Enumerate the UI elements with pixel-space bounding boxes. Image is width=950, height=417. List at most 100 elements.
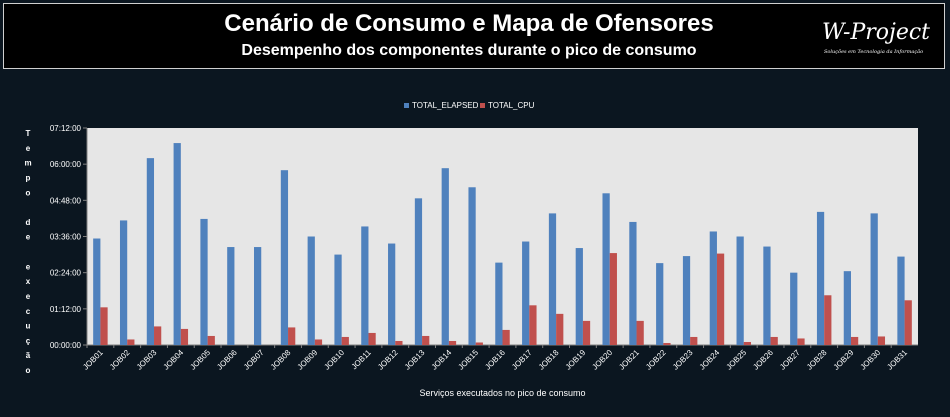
x-tick-label: JOB21 bbox=[617, 348, 641, 372]
bar-total-elapsed bbox=[897, 256, 905, 345]
bar-total-elapsed bbox=[146, 158, 155, 345]
y-axis-title-letter: ã bbox=[26, 351, 31, 360]
bar-total-elapsed bbox=[200, 218, 208, 345]
y-axis-title-letter: x bbox=[26, 277, 31, 286]
bar-total-elapsed bbox=[682, 256, 691, 345]
bar-total-elapsed bbox=[119, 220, 128, 345]
bar-total-cpu bbox=[368, 332, 376, 345]
bar-total-elapsed bbox=[736, 236, 744, 345]
bar-total-cpu bbox=[797, 338, 805, 345]
x-tick-label: JOB13 bbox=[403, 348, 427, 372]
x-tick-label: JOB31 bbox=[885, 348, 909, 372]
y-tick-label: 03:36:00 bbox=[50, 233, 82, 242]
x-tick-label: JOB02 bbox=[108, 348, 132, 372]
bar-total-cpu bbox=[904, 300, 912, 345]
y-axis-title-letter: e bbox=[26, 233, 31, 242]
bar-total-elapsed bbox=[870, 213, 878, 345]
bar-total-elapsed bbox=[656, 263, 664, 345]
bar-total-cpu bbox=[529, 305, 537, 345]
bar-total-elapsed bbox=[334, 254, 342, 345]
bar-total-cpu bbox=[422, 335, 430, 345]
x-tick-label: JOB17 bbox=[510, 348, 534, 372]
bar-total-elapsed bbox=[173, 143, 181, 345]
bar-total-cpu bbox=[502, 329, 510, 345]
x-tick-label: JOB24 bbox=[698, 348, 722, 372]
bar-total-cpu bbox=[609, 253, 617, 345]
logo-text: W-Project bbox=[822, 20, 931, 45]
y-axis-title-letter: c bbox=[26, 307, 31, 316]
y-axis-title-letter: p bbox=[26, 173, 31, 182]
y-axis-title-letter: ç bbox=[26, 336, 31, 345]
x-tick-label: JOB28 bbox=[805, 348, 829, 372]
y-axis-title-letter: d bbox=[26, 218, 31, 227]
bar-total-elapsed bbox=[548, 213, 557, 345]
x-tick-label: JOB01 bbox=[81, 348, 105, 372]
x-tick-label: JOB27 bbox=[778, 348, 802, 372]
bar-total-cpu bbox=[556, 313, 564, 345]
x-tick-label: JOB19 bbox=[564, 348, 588, 372]
bar-total-cpu bbox=[154, 326, 162, 345]
bar-total-cpu bbox=[770, 336, 778, 345]
bar-total-elapsed bbox=[709, 231, 717, 345]
bar-total-elapsed bbox=[495, 262, 503, 345]
bar-total-elapsed bbox=[414, 198, 423, 345]
header-banner: Cenário de Consumo e Mapa de Ofensores D… bbox=[3, 3, 945, 69]
x-tick-label: JOB09 bbox=[296, 348, 320, 372]
logo-tagline: Soluções em Tecnologia da Informação bbox=[824, 49, 924, 55]
y-tick-label: 01:12:00 bbox=[50, 305, 82, 314]
y-tick-label: 02:24:00 bbox=[50, 269, 82, 278]
x-tick-label: JOB04 bbox=[162, 348, 186, 372]
bar-total-cpu bbox=[716, 253, 725, 345]
bar-total-cpu bbox=[877, 336, 886, 345]
y-axis-title-letter: e bbox=[26, 144, 31, 153]
bar-total-cpu bbox=[207, 335, 215, 345]
bar-total-cpu bbox=[100, 307, 108, 345]
bar-total-cpu bbox=[314, 339, 323, 345]
x-tick-label: JOB29 bbox=[832, 348, 856, 372]
bar-total-elapsed bbox=[843, 271, 851, 345]
bar-total-cpu bbox=[850, 336, 859, 345]
bar-total-cpu bbox=[636, 320, 644, 345]
x-tick-label: JOB10 bbox=[322, 348, 346, 372]
legend-swatch bbox=[404, 103, 409, 108]
x-tick-label: JOB26 bbox=[751, 348, 775, 372]
bar-total-elapsed bbox=[790, 272, 798, 345]
bar-total-cpu bbox=[824, 295, 832, 345]
page-subtitle: Desempenho dos componentes durante o pic… bbox=[241, 42, 697, 59]
x-tick-label: JOB06 bbox=[215, 348, 239, 372]
y-axis-title-letter: u bbox=[26, 322, 31, 331]
bar-total-elapsed bbox=[522, 241, 530, 345]
x-tick-label: JOB30 bbox=[859, 348, 883, 372]
x-tick-label: JOB03 bbox=[135, 348, 159, 372]
x-axis-title: Serviços executados no pico de consumo bbox=[419, 388, 585, 398]
bar-total-cpu bbox=[448, 340, 457, 345]
y-tick-label: 06:00:00 bbox=[50, 160, 82, 169]
x-tick-label: JOB07 bbox=[242, 348, 266, 372]
legend-label: TOTAL_CPU bbox=[488, 101, 535, 110]
bar-total-elapsed bbox=[575, 248, 583, 345]
y-axis-title-letter: m bbox=[24, 159, 31, 168]
x-tick-label: JOB23 bbox=[671, 348, 695, 372]
y-axis-title-letter: e bbox=[26, 292, 31, 301]
y-tick-label: 07:12:00 bbox=[50, 124, 82, 133]
y-axis-title-letter: o bbox=[26, 188, 31, 197]
x-tick-label: JOB12 bbox=[376, 348, 400, 372]
x-tick-label: JOB20 bbox=[590, 348, 614, 372]
bar-total-elapsed bbox=[816, 211, 825, 345]
bar-total-elapsed bbox=[361, 226, 369, 345]
x-tick-label: JOB05 bbox=[188, 348, 212, 372]
bar-total-elapsed bbox=[388, 243, 396, 345]
x-tick-label: JOB14 bbox=[430, 348, 454, 372]
bar-total-elapsed bbox=[227, 247, 235, 345]
bar-total-elapsed bbox=[93, 238, 101, 345]
bar-total-elapsed bbox=[254, 247, 262, 345]
bar-total-elapsed bbox=[602, 193, 610, 345]
bar-total-elapsed bbox=[441, 168, 449, 345]
bar-total-cpu bbox=[582, 320, 591, 345]
bar-total-cpu bbox=[341, 336, 349, 345]
x-tick-label: JOB08 bbox=[269, 348, 293, 372]
logo: W-Project Soluções em Tecnologia da Info… bbox=[822, 20, 934, 64]
x-tick-label: JOB25 bbox=[725, 348, 749, 372]
